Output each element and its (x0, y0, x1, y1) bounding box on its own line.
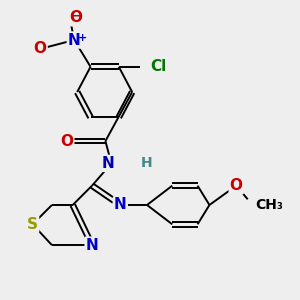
Text: S: S (27, 217, 38, 232)
Text: CH₃: CH₃ (256, 198, 284, 212)
Text: O: O (69, 10, 82, 25)
Text: O: O (230, 178, 243, 193)
Text: −: − (71, 10, 82, 23)
Text: N: N (68, 32, 81, 47)
Text: N: N (86, 238, 98, 253)
Text: H: H (140, 156, 152, 170)
Text: O: O (34, 41, 46, 56)
Text: N: N (114, 197, 127, 212)
Text: N: N (102, 156, 115, 171)
Text: Cl: Cl (150, 59, 166, 74)
Text: O: O (60, 134, 73, 148)
Text: +: + (78, 33, 87, 43)
